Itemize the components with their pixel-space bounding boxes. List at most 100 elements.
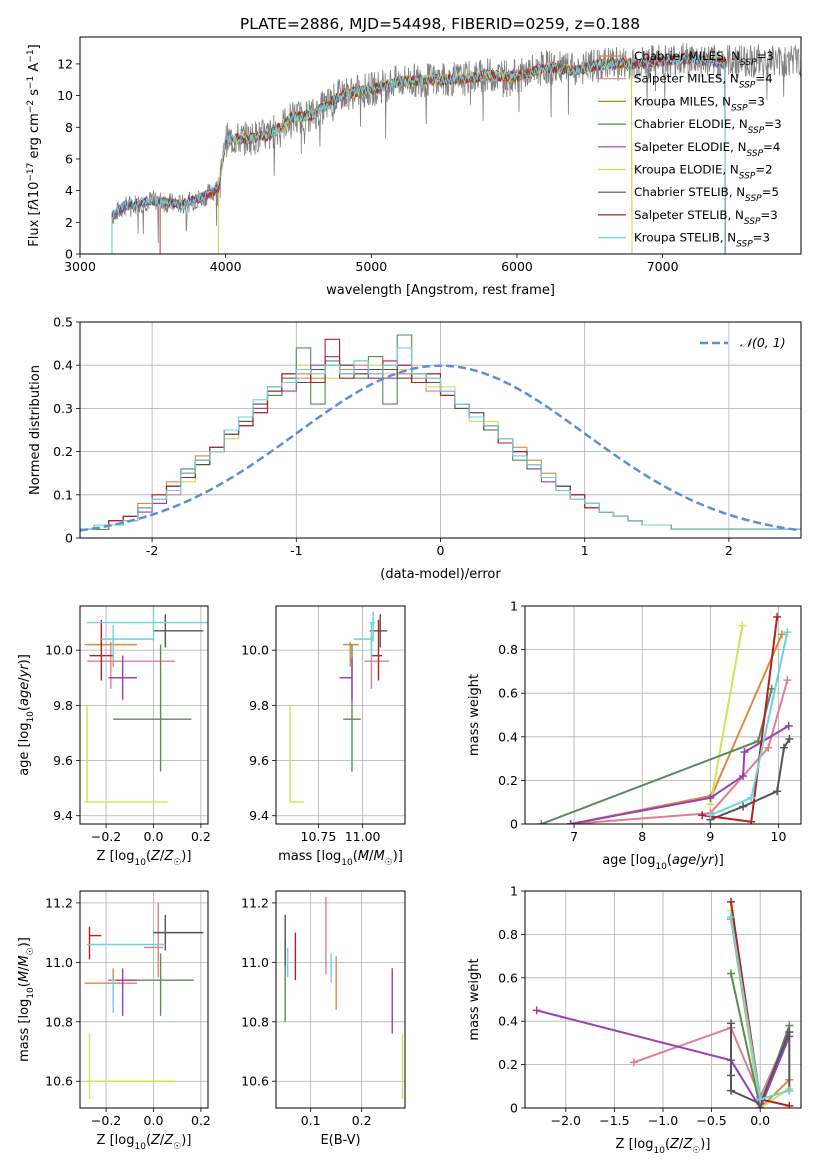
age_vs_z-ylabel-part: yr bbox=[17, 663, 32, 679]
mass_vs_z-ylabel-part: 10 bbox=[26, 987, 36, 999]
residuals-plot-area bbox=[80, 334, 801, 532]
normal-curve bbox=[80, 364, 799, 532]
age_vs_mass-xlabel-part: M bbox=[373, 849, 384, 864]
spectrum-xtick-label: 5000 bbox=[355, 259, 387, 274]
mass_weight_vs_age-xlabel-part: 10 bbox=[655, 862, 667, 872]
residuals-ylabel: Normed distribution bbox=[28, 365, 43, 495]
mass_weight_vs_z-ytick-label: 0.6 bbox=[498, 970, 518, 985]
mass_vs_z-ylabel-part: mass [log bbox=[17, 999, 32, 1062]
spectrum-ylabel-part: λ bbox=[27, 198, 42, 207]
mass_weight_vs_z-xtick-label: −1.5 bbox=[599, 1113, 629, 1128]
mass_weight_vs_age-xlabel-part: age [log bbox=[602, 853, 655, 868]
age_vs_mass-axes: 10.75 11.00 9.4 9.6 9.8 10.0 bbox=[241, 606, 405, 844]
residuals-ytick-label: 0.3 bbox=[53, 401, 73, 416]
mass_vs_z-frame bbox=[79, 890, 209, 1109]
spectrum-ylabel: Flux [fλ10−17 erg cm−2 s−1 A−1] bbox=[26, 44, 42, 246]
legend-entry-kroupa_stelib-part: =3 bbox=[753, 231, 770, 245]
age_vs_z-xlabel-part: Z bbox=[163, 849, 174, 864]
mass_vs_z-ylabel-part: ( bbox=[17, 982, 32, 987]
mass_vs_z-xlabel: Z [log10(Z/Z☉)] bbox=[97, 1133, 192, 1152]
mass_weight_vs_z-xtick-label: 0.0 bbox=[750, 1113, 770, 1128]
spectrum-ylabel-part: −2 bbox=[26, 100, 36, 113]
mass_weight_vs_z-xlabel-part: ☉ bbox=[692, 1146, 700, 1156]
mass_weight_vs_age-ytick-label: 0 bbox=[510, 817, 518, 832]
spectrum-ytick-label: 4 bbox=[65, 183, 73, 198]
spectrum-ylabel-part: 10 bbox=[27, 182, 42, 199]
spectrum-ytick-label: 2 bbox=[65, 215, 73, 230]
age_vs_z-axes: −0.2 0.0 0.2 9.4 9.6 9.8 10.0 bbox=[45, 606, 211, 844]
mass_vs_ebv-plot-area bbox=[284, 896, 404, 1100]
mass_weight_vs_age-xlabel-part: / bbox=[696, 853, 701, 868]
legend-entry-chabrier_miles-part: Chabrier MILES, N bbox=[634, 49, 740, 63]
spectrum-ytick-label: 6 bbox=[65, 151, 73, 166]
age_vs_z-xlabel-part: Z [log bbox=[97, 849, 135, 864]
legend-entry-salpeter_stelib: Salpeter STELIB, NSSP=3 bbox=[634, 208, 778, 227]
legend-entry-salpeter_stelib-part: Salpeter STELIB, N bbox=[634, 208, 744, 222]
legend-entry-kroupa_stelib: Kroupa STELIB, NSSP=3 bbox=[634, 231, 770, 250]
mass_weight_vs_z-xlabel-part: Z bbox=[669, 1137, 680, 1152]
spectrum-ytick-label: 10 bbox=[57, 88, 73, 103]
mass_weight_vs_age-ytick-label: 0.2 bbox=[498, 773, 518, 788]
age_vs_z-xlabel-part: ( bbox=[146, 849, 151, 864]
mass_vs_z-xlabel-part: 10 bbox=[134, 1142, 146, 1152]
residuals-xlabel: (data-model)/error bbox=[380, 567, 501, 582]
hist-step-kroupa_stelib bbox=[80, 347, 801, 530]
spectrum-ylabel-part: ] bbox=[27, 44, 42, 49]
mass_weight_vs_age-line-kroupa_elodie bbox=[709, 625, 744, 805]
mass_weight_vs_age-ytick-label: 0.4 bbox=[498, 729, 518, 744]
age_vs_z-ylabel-part: age [log bbox=[17, 723, 32, 776]
mass_weight_vs_age-plot-area bbox=[537, 612, 794, 824]
legend-entry-salpeter_miles: Salpeter MILES, NSSP=4 bbox=[634, 72, 773, 91]
legend-entry-kroupa_miles-part: Kroupa MILES, N bbox=[634, 94, 731, 108]
legend-entry-kroupa_elodie-part: SSP bbox=[739, 172, 756, 182]
mass_weight_vs_z-line-chabrier_stelib bbox=[730, 1023, 791, 1106]
mass_weight_vs_z-xlabel-part: ( bbox=[665, 1137, 670, 1152]
age_vs_z-xlabel: Z [log10(Z/Z☉)] bbox=[97, 849, 192, 868]
mass_vs_z-ylabel: mass [log10(M/M☉)] bbox=[17, 937, 36, 1062]
mass_weight_vs_z-xlabel: Z [log10(Z/Z☉)] bbox=[616, 1137, 711, 1156]
age_vs_mass-xtick-label: 11.00 bbox=[345, 829, 381, 844]
age_vs_mass-xlabel-part: 10 bbox=[341, 858, 353, 868]
mass_weight_vs_age-xtick-label: 7 bbox=[570, 829, 578, 844]
spectrum-ylabel-part: s bbox=[27, 89, 42, 100]
mass_weight_vs_age-xtick-label: 9 bbox=[706, 829, 714, 844]
residuals-ytick-label: 0.5 bbox=[53, 315, 73, 330]
residuals-xtick-label: -2 bbox=[146, 543, 158, 558]
legend-entry-kroupa_miles-part: =3 bbox=[748, 94, 765, 108]
spectrum-frame bbox=[79, 36, 802, 255]
residuals-frame bbox=[79, 321, 802, 539]
legend-entry-salpeter_elodie: Salpeter ELODIE, NSSP=4 bbox=[634, 140, 780, 159]
residuals-ytick-label: 0.1 bbox=[53, 487, 73, 502]
legend-entry-salpeter_elodie-part: =4 bbox=[763, 140, 780, 154]
mass_vs_z-ylabel-part: )] bbox=[17, 937, 32, 947]
legend-entry-kroupa_stelib-part: SSP bbox=[736, 240, 753, 250]
mass_weight_vs_z-ylabel: mass weight bbox=[467, 958, 482, 1040]
spectrum-ylabel-part: −1 bbox=[26, 76, 36, 89]
spectrum-xtick-label: 4000 bbox=[210, 259, 242, 274]
age_vs_mass-xlabel-part: ☉ bbox=[385, 858, 393, 868]
mass_weight_vs_age-xlabel-part: age bbox=[672, 853, 696, 868]
residuals-ytick-label: 0.2 bbox=[53, 444, 73, 459]
mass_vs_z-plot-area bbox=[84, 902, 204, 1100]
mass_weight_vs_z-frame bbox=[524, 890, 802, 1109]
mass_weight_vs_age-ylabel: mass weight bbox=[467, 674, 482, 756]
age_vs_z-xlabel-part: )] bbox=[181, 849, 191, 864]
spectrum-plot-area bbox=[111, 43, 801, 254]
age_vs_mass-xlabel: mass [log10(M/M☉)] bbox=[278, 849, 403, 868]
mass_vs_z-xlabel-part: / bbox=[160, 1133, 165, 1148]
legend-entry-salpeter_miles-part: Salpeter MILES, N bbox=[634, 72, 739, 86]
mass_vs_z-xlabel-part: Z bbox=[150, 1133, 161, 1148]
legend-entry-kroupa_stelib-part: Kroupa STELIB, N bbox=[634, 231, 736, 245]
residuals-xtick-label: 0 bbox=[437, 543, 445, 558]
residuals-xtick-label: -1 bbox=[290, 543, 302, 558]
legend-entry-chabrier_miles: Chabrier MILES, NSSP=3 bbox=[634, 49, 774, 68]
legend-entry-salpeter_miles-part: =4 bbox=[755, 72, 772, 86]
mass_weight_vs_z-xtick-label: −2.0 bbox=[551, 1113, 581, 1128]
age_vs_z-xlabel-part: / bbox=[160, 849, 165, 864]
legend-entry-chabrier_miles-part: SSP bbox=[740, 58, 757, 68]
mass_vs_z-ylabel-part: / bbox=[17, 966, 32, 971]
mass_weight_vs_z-ytick-label: 1 bbox=[510, 884, 518, 899]
mass_weight_vs_age-frame bbox=[524, 605, 802, 825]
mass_vs_z-xlabel-part: )] bbox=[181, 1133, 191, 1148]
